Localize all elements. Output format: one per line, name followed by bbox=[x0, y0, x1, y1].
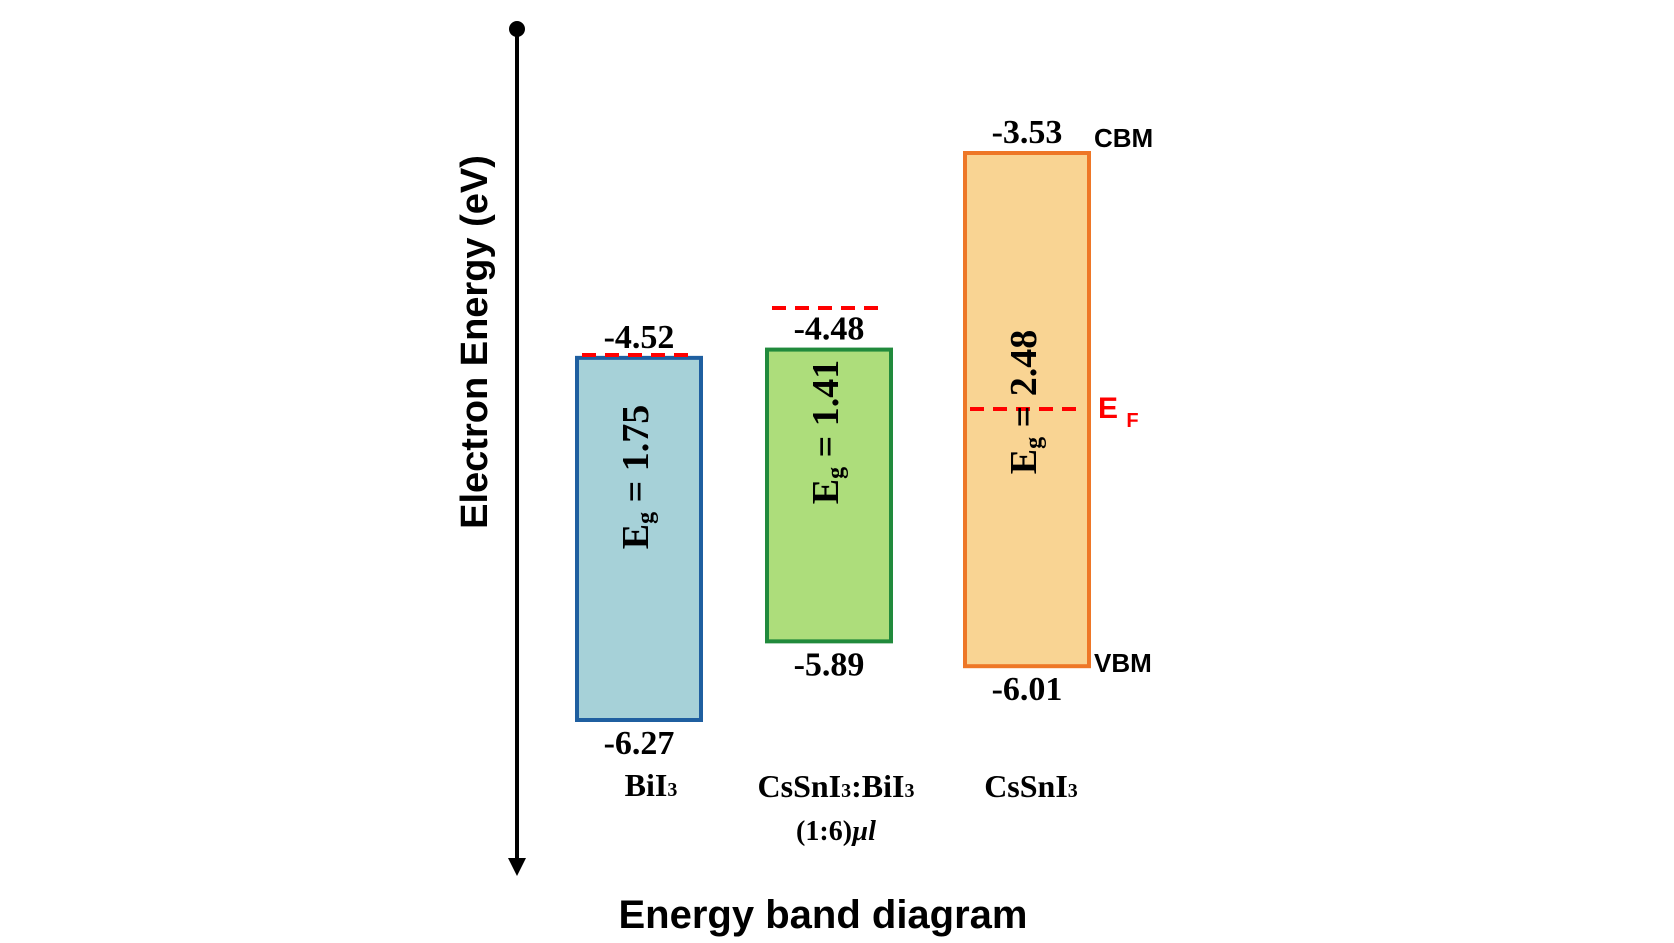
band-cssni3: -3.53 -6.01 Eg = 2.48 CsSnI3 bbox=[963, 114, 1091, 804]
cbm-value: -4.52 bbox=[604, 319, 675, 356]
band-rect bbox=[765, 347, 893, 644]
cbm-value: -3.53 bbox=[992, 114, 1063, 151]
band-rect bbox=[575, 355, 703, 722]
band-gap-subscript: g bbox=[1021, 437, 1047, 449]
vbm-label: VBM bbox=[1094, 648, 1152, 678]
band-gap-label: Eg = 2.48 bbox=[1003, 330, 1047, 475]
band-bii3: -4.52 -6.27 Eg = 1.75 BiI3 bbox=[575, 319, 703, 803]
material-name: CsSnI3 bbox=[984, 768, 1078, 804]
fermi-label-main: E bbox=[1098, 392, 1118, 425]
material-name-sub: 3 bbox=[1068, 780, 1078, 802]
axis-arrow-icon bbox=[508, 858, 526, 876]
energy-axis bbox=[508, 21, 526, 876]
material-name-main: BiI bbox=[625, 767, 668, 803]
band-gap-subscript: g bbox=[823, 467, 849, 479]
material-volume-unit: µl bbox=[851, 816, 876, 847]
vbm-value: -6.01 bbox=[992, 671, 1063, 708]
material-name-sub: 3 bbox=[841, 780, 851, 802]
cbm-label: CBM bbox=[1094, 123, 1153, 153]
fermi-label: E F bbox=[1098, 392, 1139, 432]
material-name: CsSnI3:BiI3 bbox=[758, 768, 915, 804]
band-gap-symbol: E bbox=[805, 479, 847, 504]
material-ratio: (1:6) bbox=[796, 816, 852, 847]
band-gap-label: Eg = 1.75 bbox=[615, 405, 659, 550]
band-gap-label: Eg = 1.41 bbox=[805, 360, 849, 505]
band-gap-value: = 1.41 bbox=[805, 360, 847, 467]
axis-label: Electron Energy (eV) bbox=[454, 155, 496, 529]
fermi-label-sub: F bbox=[1126, 410, 1138, 432]
cbm-value: -4.48 bbox=[794, 311, 865, 348]
band-gap-symbol: E bbox=[615, 524, 657, 549]
material-name-sub: 3 bbox=[667, 779, 677, 801]
band-gap-value: = 1.75 bbox=[615, 405, 657, 512]
material-name: BiI3 bbox=[625, 767, 678, 803]
vbm-value: -6.27 bbox=[604, 725, 675, 762]
band-gap-subscript: g bbox=[633, 512, 659, 524]
material-name-main: CsSnI bbox=[984, 768, 1068, 804]
vbm-value: -5.89 bbox=[794, 646, 865, 683]
material-name-sub-2: 3 bbox=[904, 780, 914, 802]
material-name-main-2: :BiI bbox=[851, 768, 904, 804]
material-name-ratio: (1:6)µl bbox=[796, 816, 876, 847]
material-name-main: CsSnI bbox=[758, 768, 842, 804]
band-gap-value: = 2.48 bbox=[1003, 330, 1045, 437]
diagram-title: Energy band diagram bbox=[619, 893, 1028, 937]
band-gap-symbol: E bbox=[1003, 449, 1045, 474]
